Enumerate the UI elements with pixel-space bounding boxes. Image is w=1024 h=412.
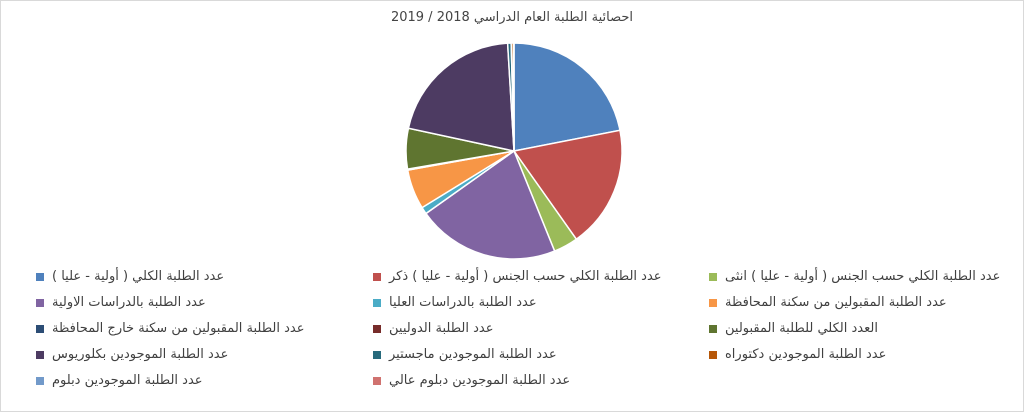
- legend-label: عدد الطلبة الموجودين بكلوريوس: [52, 347, 229, 362]
- legend-swatch: [373, 376, 381, 385]
- legend-swatch: [709, 272, 717, 281]
- legend-swatch: [709, 324, 717, 333]
- legend-swatch: [709, 350, 717, 359]
- legend-label: عدد الطلبة الكلي ( أولية - عليا ): [52, 269, 225, 284]
- pie-slice-0: [513, 42, 621, 152]
- legend-swatch: [373, 272, 381, 281]
- legend-swatch: [36, 376, 44, 385]
- legend-item-6: عدد الطلبة المقبولين من سكنة خارج المحاف…: [36, 321, 304, 336]
- pie-slice-1: [512, 129, 623, 241]
- legend-label: عدد الطلبة الدوليين: [389, 321, 494, 336]
- legend-item-8: العدد الكلي للطلبة المقبولين: [709, 321, 878, 336]
- legend-label: عدد الطلبة المقبولين من سكنة المحافظة: [725, 295, 947, 310]
- legend-label: عدد الطلبة الكلي حسب الجنس ( أولية - علي…: [725, 269, 1001, 284]
- legend-item-5: عدد الطلبة المقبولين من سكنة المحافظة: [709, 295, 947, 310]
- pie-slice-3: [424, 149, 556, 260]
- chart-title: احصائية الطلبة العام الدراسي 2018 / 2019: [390, 10, 634, 25]
- legend-item-11: عدد الطلبة الموجودين دكتوراه: [709, 347, 886, 362]
- legend-label: عدد الطلبة المقبولين من سكنة خارج المحاف…: [52, 321, 305, 336]
- legend-label: عدد الطلبة الموجودين دبلوم: [52, 373, 203, 388]
- legend-swatch: [709, 298, 717, 307]
- legend-item-12: عدد الطلبة الموجودين دبلوم: [36, 373, 203, 388]
- legend-swatch: [373, 350, 381, 359]
- legend-label: عدد الطلبة الموجودين دبلوم عالي: [389, 373, 571, 388]
- legend-label: عدد الطلبة الموجودين دكتوراه: [725, 347, 887, 362]
- legend-label: عدد الطلبة الموجودين ماجستير: [389, 347, 557, 362]
- legend-swatch: [373, 298, 381, 307]
- legend-label: عدد الطلبة بالدراسات العليا: [389, 295, 537, 310]
- legend-label: العدد الكلي للطلبة المقبولين: [725, 321, 878, 336]
- legend-item-7: عدد الطلبة الدوليين: [373, 321, 493, 336]
- legend-swatch: [373, 324, 381, 333]
- legend-label: عدد الطلبة الكلي حسب الجنس ( أولية - علي…: [389, 269, 662, 284]
- legend-item-4: عدد الطلبة بالدراسات العليا: [373, 295, 537, 310]
- legend-item-3: عدد الطلبة بالدراسات الاولية: [36, 295, 206, 310]
- pie-slice-9: [407, 42, 515, 152]
- legend-swatch: [36, 324, 44, 333]
- legend-item-1: عدد الطلبة الكلي حسب الجنس ( أولية - علي…: [373, 269, 662, 284]
- legend-label: عدد الطلبة بالدراسات الاولية: [52, 295, 206, 310]
- pie-chart: [405, 42, 623, 260]
- legend-swatch: [36, 298, 44, 307]
- legend-item-0: عدد الطلبة الكلي ( أولية - عليا ): [36, 269, 224, 284]
- legend-swatch: [36, 272, 44, 281]
- legend-item-9: عدد الطلبة الموجودين بكلوريوس: [36, 347, 228, 362]
- legend-item-13: عدد الطلبة الموجودين دبلوم عالي: [373, 373, 570, 388]
- legend-item-2: عدد الطلبة الكلي حسب الجنس ( أولية - علي…: [709, 269, 1000, 284]
- legend-swatch: [36, 350, 44, 359]
- legend-item-10: عدد الطلبة الموجودين ماجستير: [373, 347, 557, 362]
